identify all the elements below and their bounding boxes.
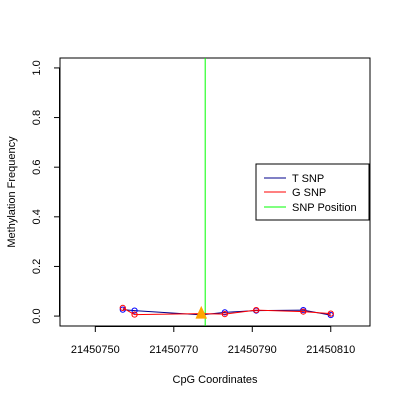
data-point-g-snp <box>300 308 307 315</box>
data-point-g-snp <box>253 307 260 314</box>
y-tick-label: 0.6 <box>31 160 43 175</box>
legend-label-g-snp: G SNP <box>292 187 326 199</box>
data-point-g-snp <box>221 310 228 318</box>
series-line-g-snp <box>122 307 331 316</box>
y-tick-label: 0.0 <box>31 308 43 323</box>
snp-triangle-marker <box>195 305 208 319</box>
legend-label-snp-position: SNP Position <box>292 202 357 214</box>
y-tick-label: 1.0 <box>31 60 43 75</box>
x-axis-label: CpG Coordinates <box>173 374 258 386</box>
x-tick-label: 21450750 <box>71 344 120 356</box>
legend-label-t-snp: T SNP <box>292 173 324 185</box>
data-point-t-snp <box>221 309 228 316</box>
y-tick-label: 0.2 <box>31 259 43 274</box>
data-point-g-snp <box>131 311 138 318</box>
data-point-g-snp <box>327 310 334 317</box>
x-tick-label: 21450790 <box>228 344 277 356</box>
y-tick-label: 0.4 <box>31 209 43 224</box>
series-line-t-snp <box>122 309 331 316</box>
y-tick-label: 0.8 <box>31 110 43 125</box>
x-tick-label: 21450810 <box>306 344 355 356</box>
data-point-g-snp <box>119 304 126 311</box>
data-point-t-snp <box>131 307 138 314</box>
y-axis-label: Methylation Frequency <box>6 136 18 248</box>
legend: T SNP G SNP SNP Position <box>255 163 370 221</box>
x-tick-label: 21450770 <box>149 344 198 356</box>
